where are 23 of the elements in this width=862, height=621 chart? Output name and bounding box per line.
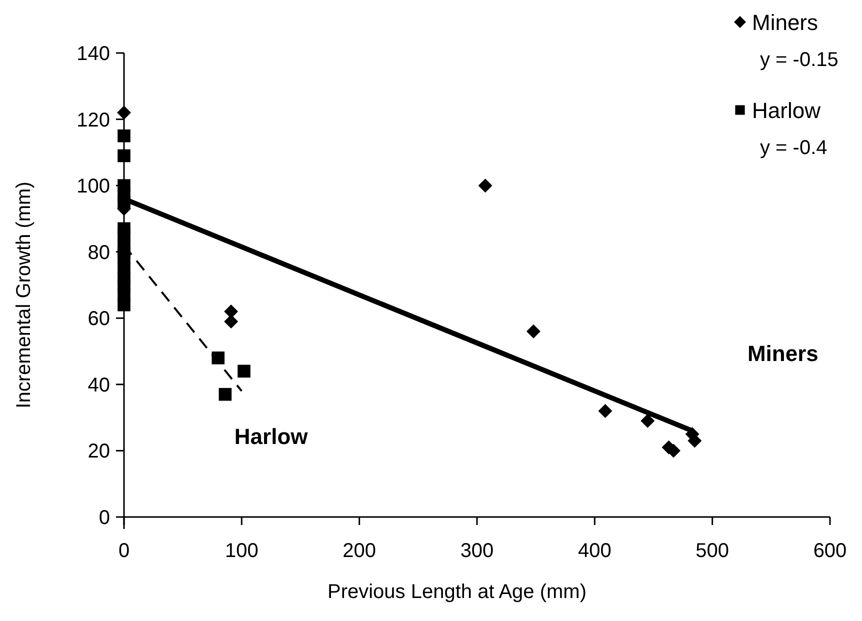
annotation: Harlow	[234, 424, 309, 450]
y-tick-label: 60	[88, 308, 110, 330]
x-tick-label: 500	[696, 540, 730, 562]
y-tick-label: 100	[76, 176, 110, 198]
annotation: y = -0.15	[760, 49, 838, 71]
y-axis-title: Incremental Growth (mm)	[13, 182, 35, 408]
y-tick-label: 140	[76, 43, 110, 65]
legend-label: Harlow	[752, 98, 821, 123]
x-axis-title: Previous Length at Age (mm)	[327, 581, 587, 603]
y-tick-label: 120	[76, 109, 110, 132]
annotation: Miners	[747, 341, 818, 366]
y-tick-label: 40	[88, 374, 110, 396]
x-tick-label: 200	[342, 540, 376, 562]
x-tick-label: 100	[224, 540, 258, 562]
y-tick-label: 0	[98, 507, 110, 529]
x-tick-label: 0	[118, 540, 130, 562]
legend-label: Miners	[752, 10, 818, 35]
x-tick-label: 400	[578, 540, 612, 562]
x-tick-label: 600	[813, 540, 847, 562]
x-tick-label: 300	[460, 540, 494, 562]
y-tick-label: 20	[88, 440, 110, 463]
annotation: y = -0.4	[760, 137, 828, 159]
y-tick-label: 80	[88, 242, 110, 264]
